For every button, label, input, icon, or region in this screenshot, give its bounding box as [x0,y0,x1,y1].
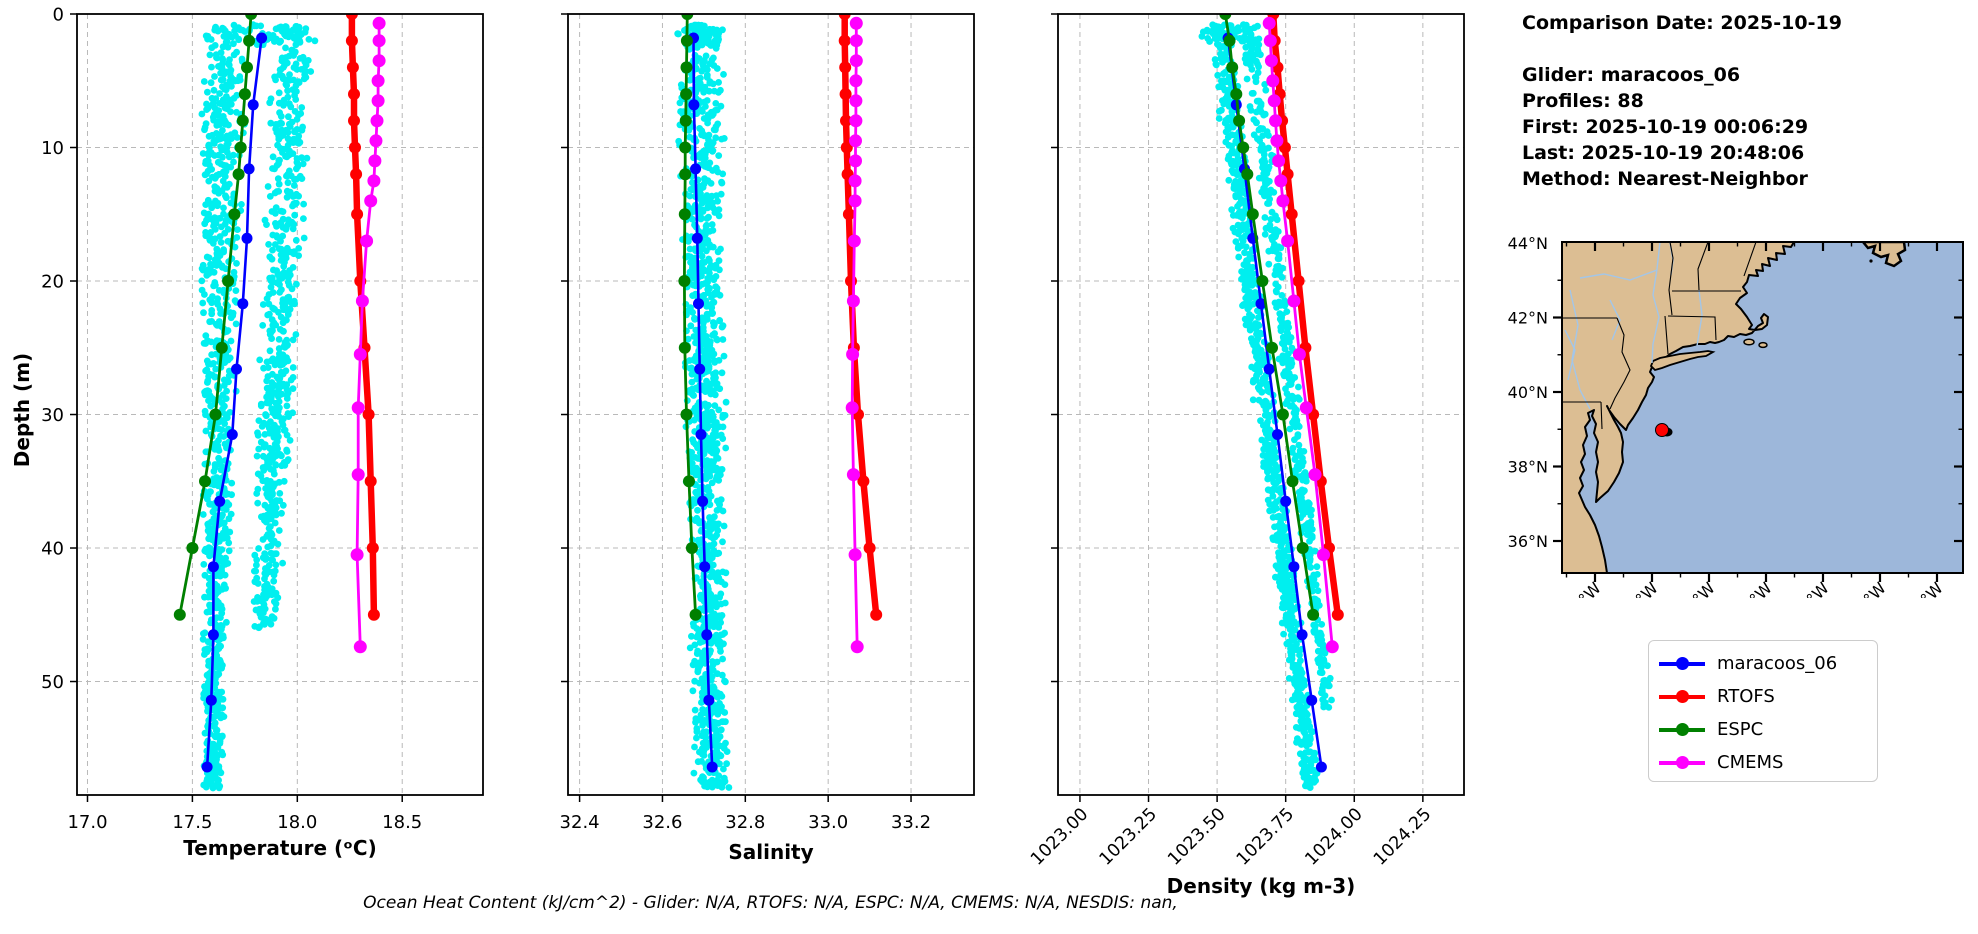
temperature-ticks [70,13,403,802]
map-nova-scotia [1861,242,1907,268]
legend-label-espc: ESPC [1717,718,1764,740]
legend-swatch-cmems [1659,756,1705,770]
legend: maracoos_06 RTOFS ESPC CMEMS [1648,640,1878,782]
comparison-info-block: Comparison Date: 2025-10-19 Glider: mara… [1522,10,1842,192]
density-series-espc [1219,14,1320,621]
last-profile-time: Last: 2025-10-19 20:48:06 [1522,142,1805,164]
y-axis-title: Depth (m) [10,352,34,468]
salinity-series-espc [678,14,702,621]
depth-tick-label: 40 [41,539,64,560]
map-lon-label: 72°W [1674,578,1719,598]
salinity-glider-scatter [674,21,733,791]
map-lon-label: 74°W [1617,578,1662,598]
map-lon-label: 76°W [1560,578,1605,598]
density-glider-scatter [1198,21,1335,791]
legend-item-espc: ESPC [1659,713,1877,746]
depth-tick-label: 0 [53,5,64,26]
x-tick-label: 32.6 [642,812,682,833]
density-ticks [1051,13,1424,802]
density-frame [1057,13,1465,796]
map-lat-label: 36°N [1508,532,1548,551]
temperature-profile-plot: 17.0 17.5 18.0 18.5 0 10 20 30 40 50 [41,5,484,834]
map-long-island [1649,350,1716,372]
salinity-ticks [561,13,912,802]
map-glider-marker [1655,423,1669,437]
map-frame [1561,241,1964,574]
legend-swatch-espc [1659,723,1705,737]
x-tick-label: 1024.25 [1370,804,1435,869]
legend-item-cmems: CMEMS [1659,746,1877,779]
x-tick-label: 33.2 [891,812,931,833]
x-tick-label: 17.0 [67,812,107,833]
map-marthas-vineyard [1743,338,1755,346]
salinity-series-cmems [845,16,864,654]
density-axis-title: Density (kg m-3) [1166,874,1356,898]
x-tick-label: 18.5 [382,812,422,833]
x-tick-label: 33.0 [808,812,848,833]
x-tick-label: 18.0 [277,812,317,833]
x-tick-label: 1023.25 [1096,804,1161,869]
salinity-axis-title: Salinity [728,840,814,864]
temperature-tick-labels: 17.0 17.5 18.0 18.5 0 10 20 30 40 50 [41,5,422,834]
map-lat-label: 40°N [1508,383,1548,402]
map-nantucket [1758,341,1768,349]
map-lon-label: 70°W [1731,578,1776,598]
x-tick-label: 32.8 [725,812,765,833]
ocean-heat-content-caption: Ocean Heat Content (kJ/cm^2) - Glider: N… [363,893,1178,913]
depth-tick-label: 30 [41,405,64,426]
salinity-frame [567,13,975,796]
legend-swatch-rtofs [1659,690,1705,704]
x-tick-label: 32.4 [560,812,600,833]
salinity-series-maracoos-06 [688,32,718,773]
x-tick-label: 1023.50 [1164,804,1229,869]
density-profile-plot: 1023.00 1023.25 1023.50 1023.75 1024.00 1024.… [1027,13,1465,870]
salinity-series-rtofs [838,14,883,621]
map-lat-label: 42°N [1508,309,1548,328]
legend-label-glider: maracoos_06 [1717,652,1838,674]
legend-item-glider: maracoos_06 [1659,647,1877,680]
x-tick-label: 17.5 [172,812,212,833]
salinity-profile-plot: 32.4 32.6 32.8 33.0 33.2 [560,13,975,833]
comparison-date: Comparison Date: 2025-10-19 [1522,12,1842,34]
depth-tick-label: 20 [41,272,64,293]
temperature-series-maracoos-06 [201,32,268,773]
x-tick-label: 1024.00 [1301,804,1366,869]
legend-label-rtofs: RTOFS [1717,685,1775,707]
map-lat-label: 38°N [1508,458,1548,477]
map-lon-label: 66°W [1845,578,1890,598]
temperature-frame [76,13,484,796]
temperature-series-rtofs [345,14,380,621]
salinity-gridlines [568,14,974,795]
location-map: 44°N 42°N 40°N 38°N 36°N 76°W 74°W 72°W 70°W 68°W… [1508,234,1964,598]
density-series-maracoos-06 [1222,32,1327,773]
salinity-tick-labels: 32.4 32.6 32.8 33.0 33.2 [560,812,932,833]
method: Method: Nearest-Neighbor [1522,168,1808,190]
density-series-cmems [1262,16,1339,654]
map-lat-label: 44°N [1508,234,1548,253]
legend-label-cmems: CMEMS [1717,751,1784,773]
legend-swatch-glider [1659,657,1705,671]
depth-tick-label: 50 [41,672,64,693]
map-small-island [1869,259,1873,263]
profiles-count: Profiles: 88 [1522,90,1644,112]
temperature-axis-title: Temperature (ᵒC) [183,836,377,860]
x-tick-label: 1023.00 [1027,804,1092,869]
depth-tick-label: 10 [41,138,64,159]
glider-name: Glider: maracoos_06 [1522,64,1741,86]
map-state-borders [1562,242,1757,430]
legend-item-rtofs: RTOFS [1659,680,1877,713]
density-tick-labels: 1023.00 1023.25 1023.50 1023.75 1024.00 1024.… [1027,804,1435,869]
temperature-series-espc [173,14,258,621]
first-profile-time: First: 2025-10-19 00:06:29 [1522,116,1809,138]
map-lon-label: 68°W [1788,578,1833,598]
x-tick-label: 1023.75 [1233,804,1298,869]
temperature-series-cmems [350,16,386,654]
map-ticks [1553,242,1963,582]
map-lon-label: 64°W [1902,578,1947,598]
